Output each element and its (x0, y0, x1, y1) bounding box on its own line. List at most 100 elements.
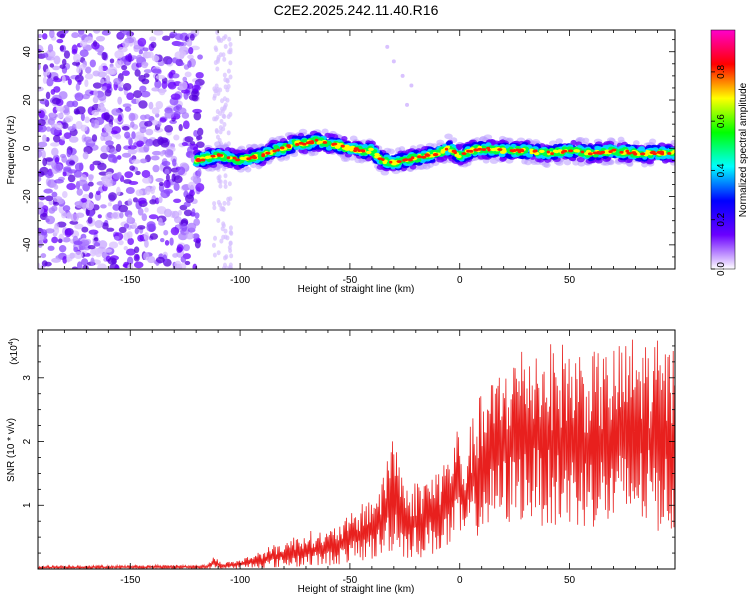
snr-series-line (38, 339, 675, 569)
heatmap-cell (223, 43, 228, 49)
heatmap-cell (39, 212, 48, 221)
heatmap-cell (196, 135, 203, 141)
heatmap-cell (135, 170, 141, 176)
heatmap-cell (41, 150, 46, 159)
heatmap-cell (181, 141, 188, 147)
heatmap-cell (48, 200, 54, 206)
heatmap-cell (223, 173, 228, 179)
heatmap-cell (121, 70, 130, 76)
heatmap-cell (234, 158, 241, 162)
heatmap-cell (151, 87, 160, 92)
heatmap-cell (56, 113, 64, 119)
heatmap-cell (325, 145, 333, 151)
heatmap-cell (214, 127, 219, 133)
heatmap-cell (159, 117, 167, 123)
heatmap-cell (141, 213, 147, 222)
heatmap-cell (128, 112, 136, 122)
heatmap-cell (74, 162, 84, 172)
heatmap-cell (220, 157, 228, 162)
heatmap-cell (117, 96, 123, 105)
heatmap-cell (221, 126, 226, 132)
heatmap-cell (555, 138, 564, 144)
heatmap-cell (53, 163, 63, 172)
heatmap-cell (244, 166, 252, 173)
heatmap-cell (119, 212, 124, 219)
heatmap-cell (216, 199, 221, 205)
heatmap-cell (93, 237, 99, 242)
heatmap-cell (213, 45, 218, 51)
snr-x-tick-label: -100 (230, 575, 250, 586)
heatmap-cell (105, 140, 114, 146)
heatmap-cell (67, 78, 72, 86)
heatmap-cell (64, 228, 72, 238)
heatmap-cell (127, 237, 134, 246)
heatmap-cell (225, 78, 230, 84)
heatmap-cell (134, 227, 140, 235)
heatmap-cell (114, 264, 120, 269)
heatmap-cell (166, 149, 174, 156)
spectrogram-y-tick-label: 40 (22, 46, 33, 58)
heatmap-cell (94, 219, 104, 229)
heatmap-cell (150, 187, 155, 194)
heatmap-cell (182, 76, 188, 82)
heatmap-cell (671, 149, 675, 154)
heatmap-cell (152, 164, 160, 173)
heatmap-cell (580, 150, 585, 154)
heatmap-cell (150, 155, 160, 161)
heatmap-cell (134, 69, 141, 77)
heatmap-cell (117, 32, 126, 38)
heatmap-cell (76, 188, 83, 196)
heatmap-cell (113, 77, 122, 85)
heatmap-cell (108, 241, 119, 249)
heatmap-cell (403, 158, 409, 162)
heatmap-cell (45, 56, 55, 61)
heatmap-cell (175, 41, 185, 47)
heatmap-cell (228, 225, 233, 231)
heatmap-cell (45, 195, 54, 202)
heatmap-cell (53, 196, 63, 203)
heatmap-cell (222, 96, 227, 102)
heatmap-cell (127, 145, 137, 150)
heatmap-cell (49, 63, 55, 68)
heatmap-cell (75, 121, 83, 130)
heatmap-cell (226, 200, 231, 206)
heatmap-cell (104, 89, 112, 97)
heatmap-cell (54, 157, 60, 164)
figure-title: C2E2.2025.242.11.40.R16 (274, 2, 439, 18)
heatmap-cell (229, 230, 234, 236)
heatmap-cell (389, 160, 393, 164)
heatmap-cell (45, 157, 54, 162)
heatmap-cell (91, 134, 98, 142)
heatmap-cell (97, 214, 102, 219)
heatmap-cell (186, 222, 197, 231)
heatmap-cell (72, 61, 81, 66)
heatmap-cell (184, 260, 191, 266)
heatmap-cell (222, 200, 227, 206)
heatmap-cell (215, 114, 220, 120)
heatmap-cell (374, 152, 380, 157)
heatmap-cell (42, 76, 47, 84)
snr-x-ticks: -150 -100 -50 0 50 (41, 330, 658, 586)
heatmap-cell (142, 177, 152, 184)
heatmap-cell (135, 189, 144, 197)
heatmap-cell (119, 30, 124, 33)
heatmap-cell (216, 250, 221, 256)
heatmap-cell (84, 79, 89, 88)
colorbar-gradient (710, 29, 736, 270)
heatmap-cell (67, 126, 76, 132)
heatmap-cell (40, 229, 48, 236)
heatmap-cell (82, 151, 89, 160)
heatmap-cell (186, 38, 193, 47)
heatmap-cell (183, 244, 190, 252)
heatmap-cell (38, 195, 46, 201)
heatmap-cell (38, 201, 44, 208)
heatmap-cell (302, 142, 307, 146)
heatmap-cell (103, 182, 113, 187)
heatmap-cell (71, 100, 79, 108)
heatmap-cell (138, 49, 143, 55)
heatmap-cell (180, 255, 187, 263)
heatmap-cell (38, 126, 44, 131)
heatmap-cell (52, 226, 60, 235)
heatmap-cell (70, 213, 80, 222)
colorbar-tick-label: 0.6 (716, 114, 727, 128)
